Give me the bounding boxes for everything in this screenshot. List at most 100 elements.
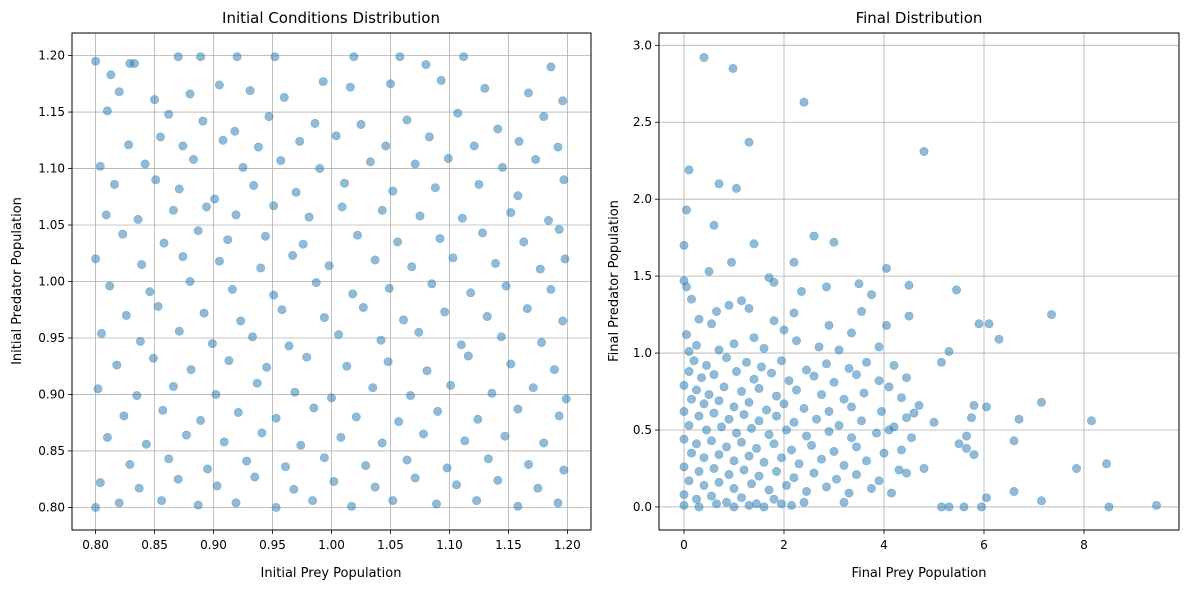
- data-point: [193, 500, 203, 510]
- data-point: [477, 228, 487, 238]
- data-point: [879, 448, 889, 458]
- data-point: [442, 463, 452, 473]
- data-point: [308, 496, 318, 506]
- data-point: [851, 370, 861, 380]
- data-point: [337, 202, 347, 212]
- data-point: [701, 360, 711, 370]
- data-point: [334, 330, 344, 340]
- data-point: [789, 417, 799, 427]
- data-point: [210, 194, 220, 204]
- data-point: [402, 455, 412, 465]
- data-point: [336, 432, 346, 442]
- data-point: [309, 403, 319, 413]
- data-point: [686, 394, 696, 404]
- data-point: [231, 210, 241, 220]
- data-point: [716, 422, 726, 432]
- data-point: [801, 431, 811, 441]
- data-point: [124, 140, 134, 150]
- data-point: [1014, 414, 1024, 424]
- data-point: [1072, 463, 1082, 473]
- data-point: [784, 376, 794, 386]
- data-point: [145, 287, 155, 297]
- y-tick-label: 0.95: [38, 331, 65, 345]
- data-point: [1009, 436, 1019, 446]
- data-point: [250, 472, 260, 482]
- data-point: [493, 475, 503, 485]
- data-point: [262, 362, 272, 372]
- data-point: [554, 225, 564, 235]
- data-point: [721, 353, 731, 363]
- data-point: [496, 332, 506, 342]
- data-point: [559, 175, 569, 185]
- data-point: [689, 356, 699, 366]
- data-point: [776, 499, 786, 509]
- data-point: [706, 436, 716, 446]
- data-point: [1087, 416, 1097, 426]
- data-point: [554, 411, 564, 421]
- data-point: [546, 62, 556, 72]
- y-tick-label: 0.90: [38, 387, 65, 401]
- data-point: [158, 405, 168, 415]
- data-point: [198, 116, 208, 126]
- data-point: [769, 494, 779, 504]
- data-point: [749, 239, 759, 249]
- data-point: [769, 439, 779, 449]
- data-point: [744, 451, 754, 461]
- data-point: [896, 445, 906, 455]
- data-point: [352, 230, 362, 240]
- data-point: [414, 327, 424, 337]
- data-point: [886, 488, 896, 498]
- data-point: [271, 502, 281, 512]
- data-point: [711, 499, 721, 509]
- data-point: [731, 183, 741, 193]
- data-point: [377, 438, 387, 448]
- data-point: [361, 461, 371, 471]
- data-point: [844, 363, 854, 373]
- data-point: [473, 414, 483, 424]
- data-point: [253, 142, 263, 152]
- data-point: [114, 498, 124, 508]
- data-point: [140, 159, 150, 169]
- data-point: [799, 403, 809, 413]
- data-point: [984, 319, 994, 329]
- data-point: [345, 82, 355, 92]
- data-point: [528, 383, 538, 393]
- data-point: [463, 351, 473, 361]
- data-point: [157, 496, 167, 506]
- data-point: [174, 326, 184, 336]
- data-point: [448, 253, 458, 263]
- data-point: [709, 220, 719, 230]
- data-point: [289, 484, 299, 494]
- chart-title: Final Distribution: [856, 9, 983, 27]
- data-point: [1009, 486, 1019, 496]
- data-point: [821, 359, 831, 369]
- data-point: [118, 229, 128, 239]
- data-point: [909, 408, 919, 418]
- data-point: [466, 288, 476, 298]
- data-point: [533, 483, 543, 493]
- x-tick-label: 1.00: [318, 538, 345, 552]
- data-point: [1037, 397, 1047, 407]
- data-point: [153, 301, 163, 311]
- data-point: [164, 109, 174, 119]
- data-point: [724, 300, 734, 310]
- data-point: [736, 386, 746, 396]
- data-point: [97, 328, 107, 338]
- data-point: [691, 340, 701, 350]
- y-tick-label: 1.20: [38, 49, 65, 63]
- data-point: [714, 345, 724, 355]
- data-point: [370, 482, 380, 492]
- data-point: [1152, 500, 1162, 510]
- data-point: [861, 357, 871, 367]
- data-point: [315, 164, 325, 174]
- data-point: [151, 175, 161, 185]
- data-point: [744, 500, 754, 510]
- data-point: [506, 208, 516, 218]
- data-point: [729, 339, 739, 349]
- data-point: [189, 155, 199, 165]
- data-point: [558, 96, 568, 106]
- data-point: [901, 373, 911, 383]
- data-point: [196, 415, 206, 425]
- data-point: [398, 315, 408, 325]
- data-point: [751, 499, 761, 509]
